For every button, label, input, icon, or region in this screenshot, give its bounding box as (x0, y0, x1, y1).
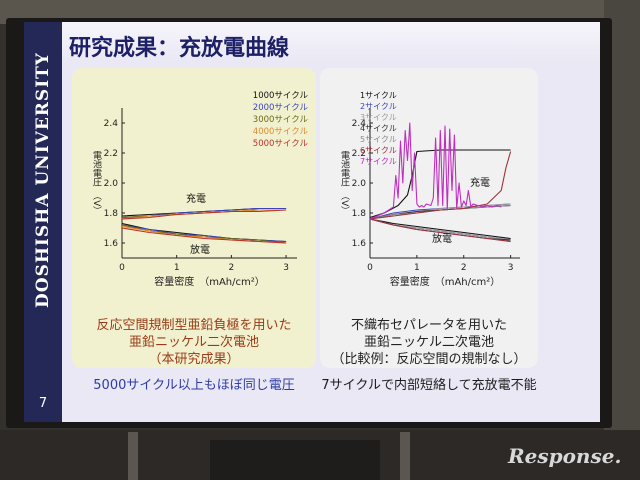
y-axis-label: 電池電圧 （V） (339, 151, 350, 216)
legend-entry-1: 1000サイクル (253, 91, 309, 101)
charge-annotation: 充電 (186, 192, 206, 205)
x-tick-label: 1 (414, 263, 420, 273)
y-tick-label: 2.2 (352, 149, 366, 159)
response-watermark-logo: Response. (508, 444, 622, 468)
series-line-7-charge (369, 122, 502, 220)
series-line-5-charge (369, 204, 511, 220)
right-caption-line-1: 不織布セパレータを用いた (350, 318, 507, 333)
left-caption-line-2: 亜鉛ニッケル二次電池 (128, 335, 259, 350)
x-tick-label: 0 (119, 263, 125, 273)
y-tick-label: 1.6 (352, 239, 367, 249)
podium (210, 440, 380, 480)
y-tick-label: 2.0 (352, 179, 367, 189)
right-note: 7サイクルで内部短絡して充放電不能 (321, 378, 537, 393)
legend-entry-5: 5000サイクル (253, 139, 309, 149)
y-tick-label: 1.8 (104, 209, 119, 219)
right-caption-line-3: （比較例：反応空間の規制なし） (331, 352, 527, 367)
charge-discharge-chart-right: 1.6 1.8 2.0 2.2 2.4 0 1 2 3 容量密度 （mAh/cm²） 電池電圧 （V… (339, 91, 520, 288)
legend-entry-1: 1サイクル (360, 91, 397, 100)
x-axis-label: 容量密度 （mAh/cm²） (154, 275, 265, 288)
legend-entry-3: 3サイクル (360, 113, 397, 122)
left-caption-line-1: 反応空間規制型亜鉛負極を用いた (96, 318, 292, 333)
university-side-band: DOSHISHA UNIVERSITY 7 (24, 22, 62, 422)
y-tick-label: 1.6 (104, 239, 119, 249)
series-line-5-discharge (121, 227, 287, 244)
legend-entry-4: 4000サイクル (253, 127, 309, 137)
series-line-4-charge (369, 204, 511, 220)
x-tick-label: 3 (283, 263, 289, 273)
charge-discharge-chart-left: 1.6 1.8 2.0 2.2 2.4 0 1 2 3 容量密度 （mAh/cm²） 電池電圧 （V… (91, 91, 309, 288)
y-tick-label: 1.8 (352, 209, 367, 219)
series-line-6-discharge (369, 218, 511, 243)
y-tick-label: 2.0 (104, 179, 119, 189)
slide-title: 研究成果：充放電曲線 (69, 36, 290, 61)
series-line-6-charge (369, 151, 512, 220)
slide-page-number: 7 (38, 396, 48, 411)
series-line-5-charge (121, 209, 287, 220)
x-tick-label: 3 (508, 263, 514, 273)
x-tick-label: 2 (461, 263, 467, 273)
x-tick-label: 2 (229, 263, 235, 273)
stand-post-left (128, 432, 138, 480)
chart-panel-right: 1.6 1.8 2.0 2.2 2.4 0 1 2 3 容量密度 （mAh/cm²） 電池電圧 （V… (320, 68, 538, 368)
legend-entry-4: 4サイクル (360, 124, 397, 133)
x-axis-label: 容量密度 （mAh/cm²） (390, 275, 501, 288)
presentation-slide: DOSHISHA UNIVERSITY 7 研究成果：充放電曲線 1.6 1.8 2… (24, 22, 600, 422)
legend-entry-3: 3000サイクル (253, 115, 309, 125)
x-tick-label: 0 (367, 263, 373, 273)
y-tick-label: 2.2 (104, 149, 118, 159)
charge-annotation: 充電 (470, 176, 490, 189)
title-bar (62, 22, 600, 62)
legend-entry-2: 2サイクル (360, 102, 397, 111)
stand-post-right (400, 432, 410, 480)
x-tick-label: 1 (174, 263, 180, 273)
discharge-annotation: 放電 (432, 232, 452, 245)
university-name: DOSHISHA UNIVERSITY (33, 52, 53, 308)
chart-panel-left: 1.6 1.8 2.0 2.2 2.4 0 1 2 3 容量密度 （mAh/cm²） 電池電圧 （V… (72, 68, 316, 368)
legend-entry-5: 5サイクル (360, 135, 397, 144)
legend-entry-2: 2000サイクル (253, 103, 309, 113)
y-axis-label: 電池電圧 （V） (91, 151, 102, 216)
series-line-1-discharge (369, 218, 511, 240)
legend-entry-7: 7サイクル (360, 157, 397, 166)
y-tick-label: 2.4 (352, 119, 367, 129)
left-note: 5000サイクル以上もほぼ同じ電圧 (93, 378, 295, 393)
discharge-annotation: 放電 (190, 243, 210, 256)
legend-entry-6: 6サイクル (360, 146, 397, 155)
right-caption-line-2: 亜鉛ニッケル二次電池 (363, 335, 494, 350)
series-line-3-discharge (121, 224, 287, 244)
y-tick-label: 2.4 (104, 119, 119, 129)
left-caption-line-3: （本研究成果） (148, 352, 240, 367)
